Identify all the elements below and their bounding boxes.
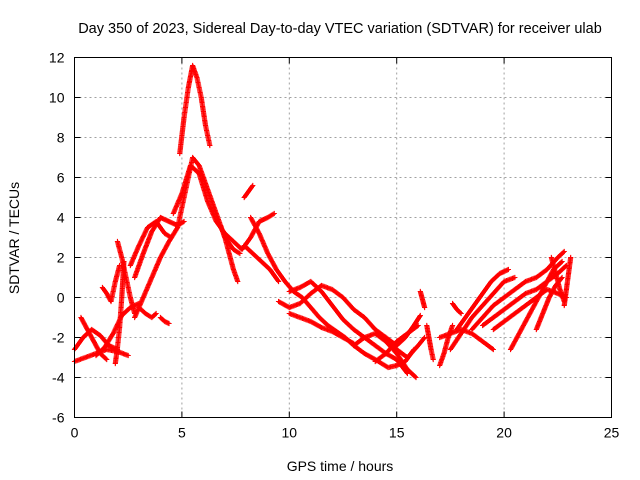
- series-arc31: [454, 266, 511, 333]
- data-point: [560, 249, 566, 255]
- data-point: [207, 142, 213, 149]
- data-point: [415, 322, 421, 329]
- x-tick-label: 25: [604, 425, 620, 441]
- series-arc24: [372, 322, 421, 365]
- series-arc21: [286, 310, 357, 347]
- y-tick-label: 8: [57, 130, 65, 146]
- y-axis-label: SDTVAR / TECUs: [6, 182, 22, 294]
- y-tick-label: 10: [49, 90, 65, 106]
- data-point: [256, 229, 262, 235]
- data-point: [152, 311, 158, 317]
- data-point: [249, 183, 255, 190]
- series-arc15: [217, 222, 241, 285]
- data-point: [275, 277, 281, 284]
- series-arc11: [136, 304, 159, 321]
- data-points: [71, 62, 574, 381]
- data-point: [457, 310, 463, 316]
- series-arc32: [469, 248, 567, 333]
- series-arc16: [241, 182, 256, 201]
- series-arc20: [286, 278, 411, 377]
- y-tick-label: 2: [57, 250, 65, 266]
- x-tick-label: 5: [178, 425, 186, 441]
- series-arc30: [447, 274, 518, 353]
- data-point: [121, 258, 127, 265]
- data-point: [167, 234, 173, 240]
- plot-frame: [74, 57, 612, 418]
- data-point: [166, 320, 172, 327]
- series-arc23: [351, 330, 419, 381]
- data-point: [559, 258, 565, 265]
- data-point: [417, 313, 423, 320]
- data-point: [235, 278, 241, 285]
- series-arc27: [449, 300, 464, 317]
- x-axis-label: GPS time / hours: [287, 458, 394, 474]
- series-arc6: [112, 258, 127, 367]
- series-arc26: [424, 322, 436, 363]
- series-arc3: [78, 314, 110, 363]
- data-point: [181, 218, 187, 225]
- series-arc37: [548, 254, 567, 305]
- series-arc17: [241, 242, 282, 285]
- y-tick-label: -2: [52, 330, 65, 346]
- data-point: [104, 356, 110, 363]
- data-point: [275, 278, 282, 285]
- data-point: [117, 262, 123, 269]
- y-tick-label: 6: [57, 170, 65, 186]
- data-point: [237, 250, 243, 257]
- y-tick-label: -4: [52, 370, 65, 386]
- data-point: [125, 352, 131, 359]
- data-point: [270, 211, 276, 217]
- series-arc36: [533, 274, 565, 333]
- data-point: [271, 210, 277, 217]
- series-arc38: [561, 254, 574, 309]
- x-tick-label: 15: [389, 425, 405, 441]
- data-point: [236, 250, 242, 256]
- data-point: [563, 262, 569, 269]
- y-tick-label: 0: [57, 290, 65, 306]
- y-tick-label: 12: [49, 50, 65, 66]
- data-point: [490, 346, 496, 353]
- data-point: [250, 182, 256, 189]
- data-point: [561, 248, 567, 255]
- data-point: [180, 219, 186, 225]
- chart-title: Day 350 of 2023, Sidereal Day-to-day VTE…: [78, 21, 602, 37]
- data-point: [558, 259, 564, 265]
- series-arc10: [127, 218, 174, 269]
- data-point: [512, 274, 518, 281]
- data-point: [412, 374, 418, 380]
- data-point: [421, 335, 427, 342]
- data-point: [505, 266, 511, 273]
- series-arc9: [132, 214, 187, 281]
- data-point: [430, 356, 436, 363]
- data-point: [489, 346, 495, 352]
- grid-lines: [74, 57, 612, 418]
- series-arc7: [99, 262, 123, 305]
- data-point: [449, 322, 456, 329]
- data-point: [458, 310, 464, 317]
- data-point: [168, 234, 174, 241]
- data-point: [568, 254, 574, 261]
- data-point: [559, 274, 565, 281]
- data-point: [414, 323, 420, 329]
- data-point: [422, 304, 428, 311]
- x-tick-label: 0: [71, 425, 79, 441]
- series-arc13: [177, 62, 213, 157]
- data-point: [413, 374, 419, 381]
- data-point: [153, 310, 159, 317]
- data-point: [417, 312, 423, 319]
- axis-ticks: 0 5 10 15 20 25 -6 -4 -2 0 2 4 6 8 10 12: [49, 50, 620, 441]
- x-tick-label: 20: [496, 425, 512, 441]
- data-point: [103, 356, 109, 362]
- x-tick-label: 10: [282, 425, 298, 441]
- y-tick-label: 4: [57, 210, 65, 226]
- series-arc12: [157, 314, 172, 327]
- y-tick-label: -6: [52, 410, 65, 426]
- series-arc25: [417, 288, 428, 311]
